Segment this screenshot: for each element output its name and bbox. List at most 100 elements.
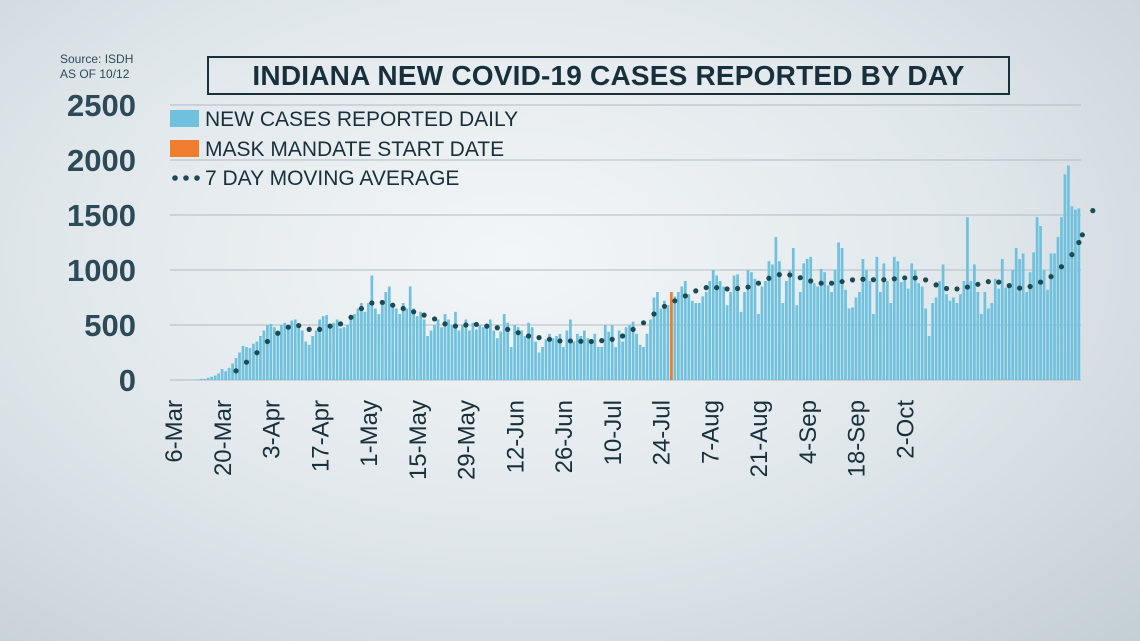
avg-dot (964, 284, 971, 290)
avg-dot (734, 285, 741, 292)
avg-dot (390, 302, 396, 308)
bar (934, 297, 938, 380)
avg-dot (1006, 283, 1012, 289)
bar (353, 314, 356, 380)
bar (823, 272, 826, 380)
avg-dot (860, 276, 866, 282)
bar (248, 348, 252, 380)
bar (266, 325, 269, 380)
bar (617, 330, 621, 380)
avg-dot (546, 336, 553, 342)
avg-dot (975, 281, 981, 287)
bar (638, 344, 642, 380)
bar (231, 363, 234, 380)
bar (1053, 253, 1056, 380)
bar (422, 319, 426, 380)
avg-dot (557, 338, 563, 344)
avg-dot (473, 321, 479, 328)
bar (1067, 165, 1070, 380)
bar (1028, 272, 1032, 380)
bar (704, 292, 708, 380)
bar (774, 237, 778, 380)
x-tick-label: 17-Apr (307, 400, 334, 472)
x-tick-label: 10-Jul (600, 400, 627, 465)
bar (802, 263, 806, 380)
bar (356, 308, 360, 380)
x-axis-ticks: 6-Mar 20-Mar 3-Apr 17-Apr 1-May 15-May 29-May 1… (161, 400, 919, 480)
avg-dot (243, 359, 250, 365)
avg-dot (661, 303, 668, 309)
avg-dot (463, 322, 469, 328)
bar (558, 333, 562, 380)
bars (178, 165, 1081, 380)
bar (1042, 270, 1046, 380)
avg-dot (400, 305, 406, 312)
bar (743, 292, 746, 380)
bar (764, 281, 767, 380)
bar (1035, 217, 1039, 380)
bar (252, 343, 255, 380)
legend-item-average: 7 DAY MOVING AVERAGE (172, 167, 459, 190)
bar (680, 286, 684, 380)
bar (513, 325, 517, 380)
bar (816, 286, 820, 380)
avg-dot (525, 333, 532, 339)
avg-dot (1079, 232, 1085, 238)
avg-dot (745, 284, 751, 290)
bar (523, 336, 527, 380)
bar (346, 325, 349, 380)
bar (795, 305, 799, 380)
bar (659, 308, 663, 380)
bar (872, 314, 875, 380)
bar (454, 311, 457, 380)
bar (220, 369, 224, 380)
bar (993, 278, 997, 380)
bar (415, 316, 419, 380)
bar (339, 328, 342, 380)
x-tick-label: 20-Mar (210, 400, 237, 476)
bar (1063, 174, 1067, 380)
bar (485, 325, 489, 380)
bar (798, 292, 802, 380)
bar (746, 270, 750, 380)
avg-dot (599, 338, 605, 344)
avg-dot (285, 324, 291, 330)
legend: NEW CASES REPORTED DAILY MASK MANDATE ST… (170, 108, 518, 190)
bar (959, 294, 962, 380)
bar (520, 330, 523, 380)
avg-dot (902, 275, 908, 281)
bar (447, 319, 450, 380)
y-axis-ticks: 0 500 1000 1500 2000 2500 (67, 88, 136, 398)
bar (976, 292, 980, 380)
avg-dot (808, 278, 814, 284)
bar (363, 311, 367, 380)
bar (910, 263, 914, 380)
bar (826, 285, 830, 380)
bar (739, 311, 743, 380)
avg-dot (755, 280, 762, 286)
avg-dot (828, 280, 835, 286)
avg-dot (881, 277, 887, 283)
x-tick-label: 4-Sep (795, 400, 822, 464)
source-note: Source: ISDH AS OF 10/12 (60, 52, 170, 82)
avg-dot (766, 275, 772, 281)
bar (279, 325, 283, 380)
bar (335, 319, 339, 380)
bar (555, 336, 558, 380)
avg-dot (912, 275, 918, 281)
bar (628, 325, 631, 380)
bar (778, 261, 781, 380)
mask-mandate-bar (670, 292, 673, 380)
x-tick-label: 7-Aug (697, 400, 724, 464)
avg-dot (452, 323, 459, 329)
bar (736, 274, 739, 380)
bar (213, 375, 217, 380)
bar (297, 325, 301, 380)
avg-dot (327, 323, 333, 329)
bar (429, 330, 433, 380)
bar (1011, 270, 1015, 380)
bar (461, 325, 464, 380)
legend-item-daily: NEW CASES REPORTED DAILY (170, 108, 518, 131)
chart-title: INDIANA NEW COVID-19 CASES REPORTED BY D… (207, 56, 1010, 95)
legend-swatch-mask (170, 140, 199, 157)
